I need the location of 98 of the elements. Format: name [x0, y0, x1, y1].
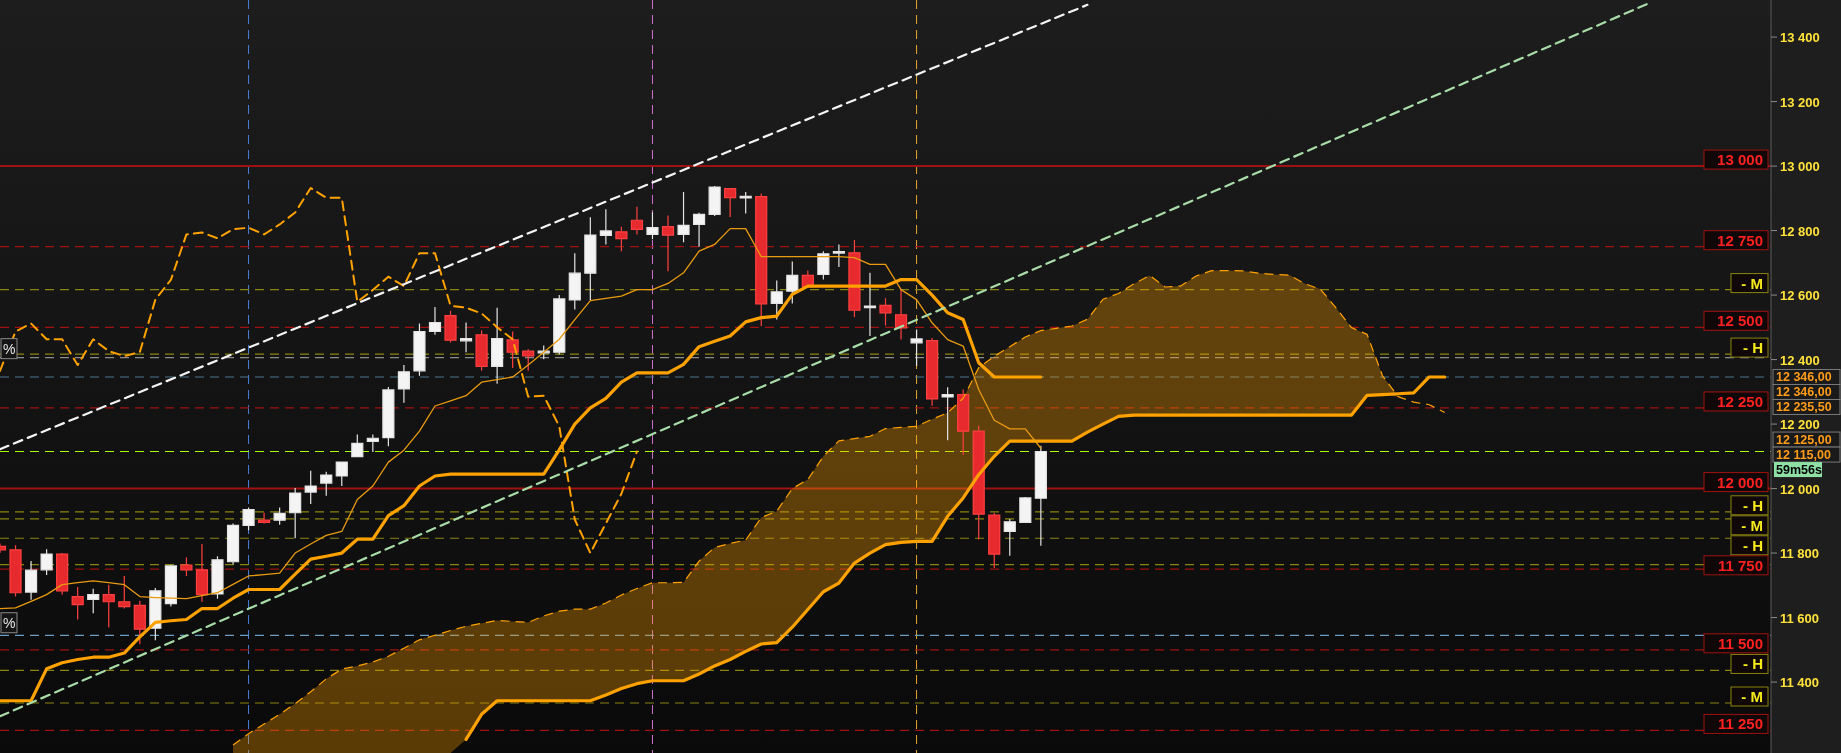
candlestick	[9, 544, 22, 598]
candlestick	[24, 560, 38, 601]
candlestick	[444, 310, 457, 344]
text: 12 346,00	[1776, 385, 1832, 400]
text: 12 346,00	[1776, 370, 1832, 385]
y-tick-label: 11 400	[1780, 675, 1820, 691]
y-tick-label: 13 400	[1780, 30, 1820, 46]
ref-line-label: 12 500	[1717, 312, 1763, 330]
candlestick	[1019, 496, 1032, 524]
candlestick	[491, 307, 504, 385]
ref-line-label: 11 500	[1717, 634, 1763, 652]
candlestick	[522, 348, 535, 372]
candlestick	[335, 461, 348, 487]
candlestick	[304, 470, 317, 505]
ref-line-label: - M	[1741, 516, 1763, 534]
candlestick	[646, 211, 659, 240]
candlestick	[553, 294, 566, 356]
candlestick	[599, 208, 612, 246]
candlestick	[692, 212, 706, 248]
y-tick-label: 13 000	[1780, 159, 1820, 175]
candlestick	[957, 388, 970, 456]
candlestick	[879, 297, 892, 326]
y-tick-label: 11 800	[1780, 546, 1820, 562]
candlestick	[568, 252, 581, 311]
text: 12 235,50	[1776, 400, 1832, 415]
candlestick	[755, 192, 768, 327]
candlestick	[258, 512, 271, 524]
candlestick	[1034, 445, 1047, 547]
candlestick	[848, 239, 861, 318]
candlestick	[226, 522, 240, 565]
candlestick	[863, 272, 877, 337]
ref-line-label: 12 250	[1717, 392, 1763, 410]
candlestick	[180, 556, 193, 577]
candlestick	[972, 425, 985, 541]
candlestick	[630, 206, 644, 236]
candlestick	[615, 226, 628, 252]
candlestick	[941, 386, 954, 441]
y-tick-label: 12 400	[1780, 352, 1820, 368]
ref-line-label: 12 000	[1717, 473, 1763, 491]
candlestick	[397, 364, 411, 404]
candlestick	[71, 586, 84, 621]
candlestick	[351, 433, 364, 458]
candlestick	[724, 188, 737, 218]
candlestick	[242, 506, 255, 531]
candlestick	[56, 552, 69, 596]
candlestick	[40, 548, 53, 576]
candlestick	[988, 512, 1001, 569]
candlestick	[273, 506, 286, 526]
candlestick	[382, 386, 395, 447]
candlestick	[118, 575, 131, 610]
candlestick	[584, 216, 597, 301]
y-tick-label: 12 000	[1780, 481, 1820, 497]
ref-line-label: - M	[1741, 688, 1763, 706]
annotation: %	[3, 614, 16, 631]
candlestick	[661, 214, 675, 272]
text: 12 125,00	[1776, 433, 1832, 448]
ref-line-label: 13 000	[1717, 151, 1763, 169]
candlestick	[708, 185, 721, 217]
candlestick	[428, 306, 442, 336]
y-tick-label: 12 600	[1780, 288, 1820, 304]
ref-line-label: - H	[1743, 339, 1763, 357]
candlestick	[195, 543, 209, 603]
candlestick	[413, 322, 426, 377]
candlestick	[926, 337, 939, 407]
candlestick	[786, 260, 799, 305]
y-tick-label: 11 600	[1780, 610, 1820, 626]
ref-line-label: - H	[1743, 496, 1763, 514]
ref-line-label: 11 250	[1717, 715, 1763, 733]
candlestick	[87, 588, 100, 614]
candlestick	[102, 584, 115, 629]
candlestick	[133, 600, 146, 645]
candlestick	[677, 191, 690, 243]
candlestick	[366, 433, 379, 453]
candlestick	[459, 321, 473, 353]
candlestick	[164, 564, 177, 608]
candlestick	[739, 191, 752, 215]
text: 12 115,00	[1776, 448, 1831, 463]
ref-line-label: 12 750	[1717, 231, 1763, 249]
candlestick	[770, 279, 783, 321]
annotation: %	[3, 340, 16, 357]
y-tick-label: 13 200	[1780, 94, 1820, 110]
y-tick-label: 12 800	[1780, 223, 1820, 239]
ref-line-label: - M	[1741, 274, 1763, 292]
ref-line-label: - H	[1743, 536, 1763, 554]
candlestick	[910, 328, 923, 367]
candlestick	[832, 243, 845, 268]
candlestick	[894, 288, 908, 341]
y-tick-label: 12 200	[1780, 417, 1820, 433]
ref-line-label: 11 750	[1717, 556, 1763, 574]
candlestick	[1003, 518, 1016, 557]
text: 59m56s	[1776, 463, 1822, 478]
line-series	[0, 227, 1042, 610]
candlestick	[320, 471, 333, 497]
candlestick	[817, 250, 830, 281]
ref-line-label: - H	[1743, 655, 1763, 673]
candlestick	[289, 487, 302, 539]
candlestick	[211, 555, 224, 600]
candlestick	[475, 329, 488, 372]
